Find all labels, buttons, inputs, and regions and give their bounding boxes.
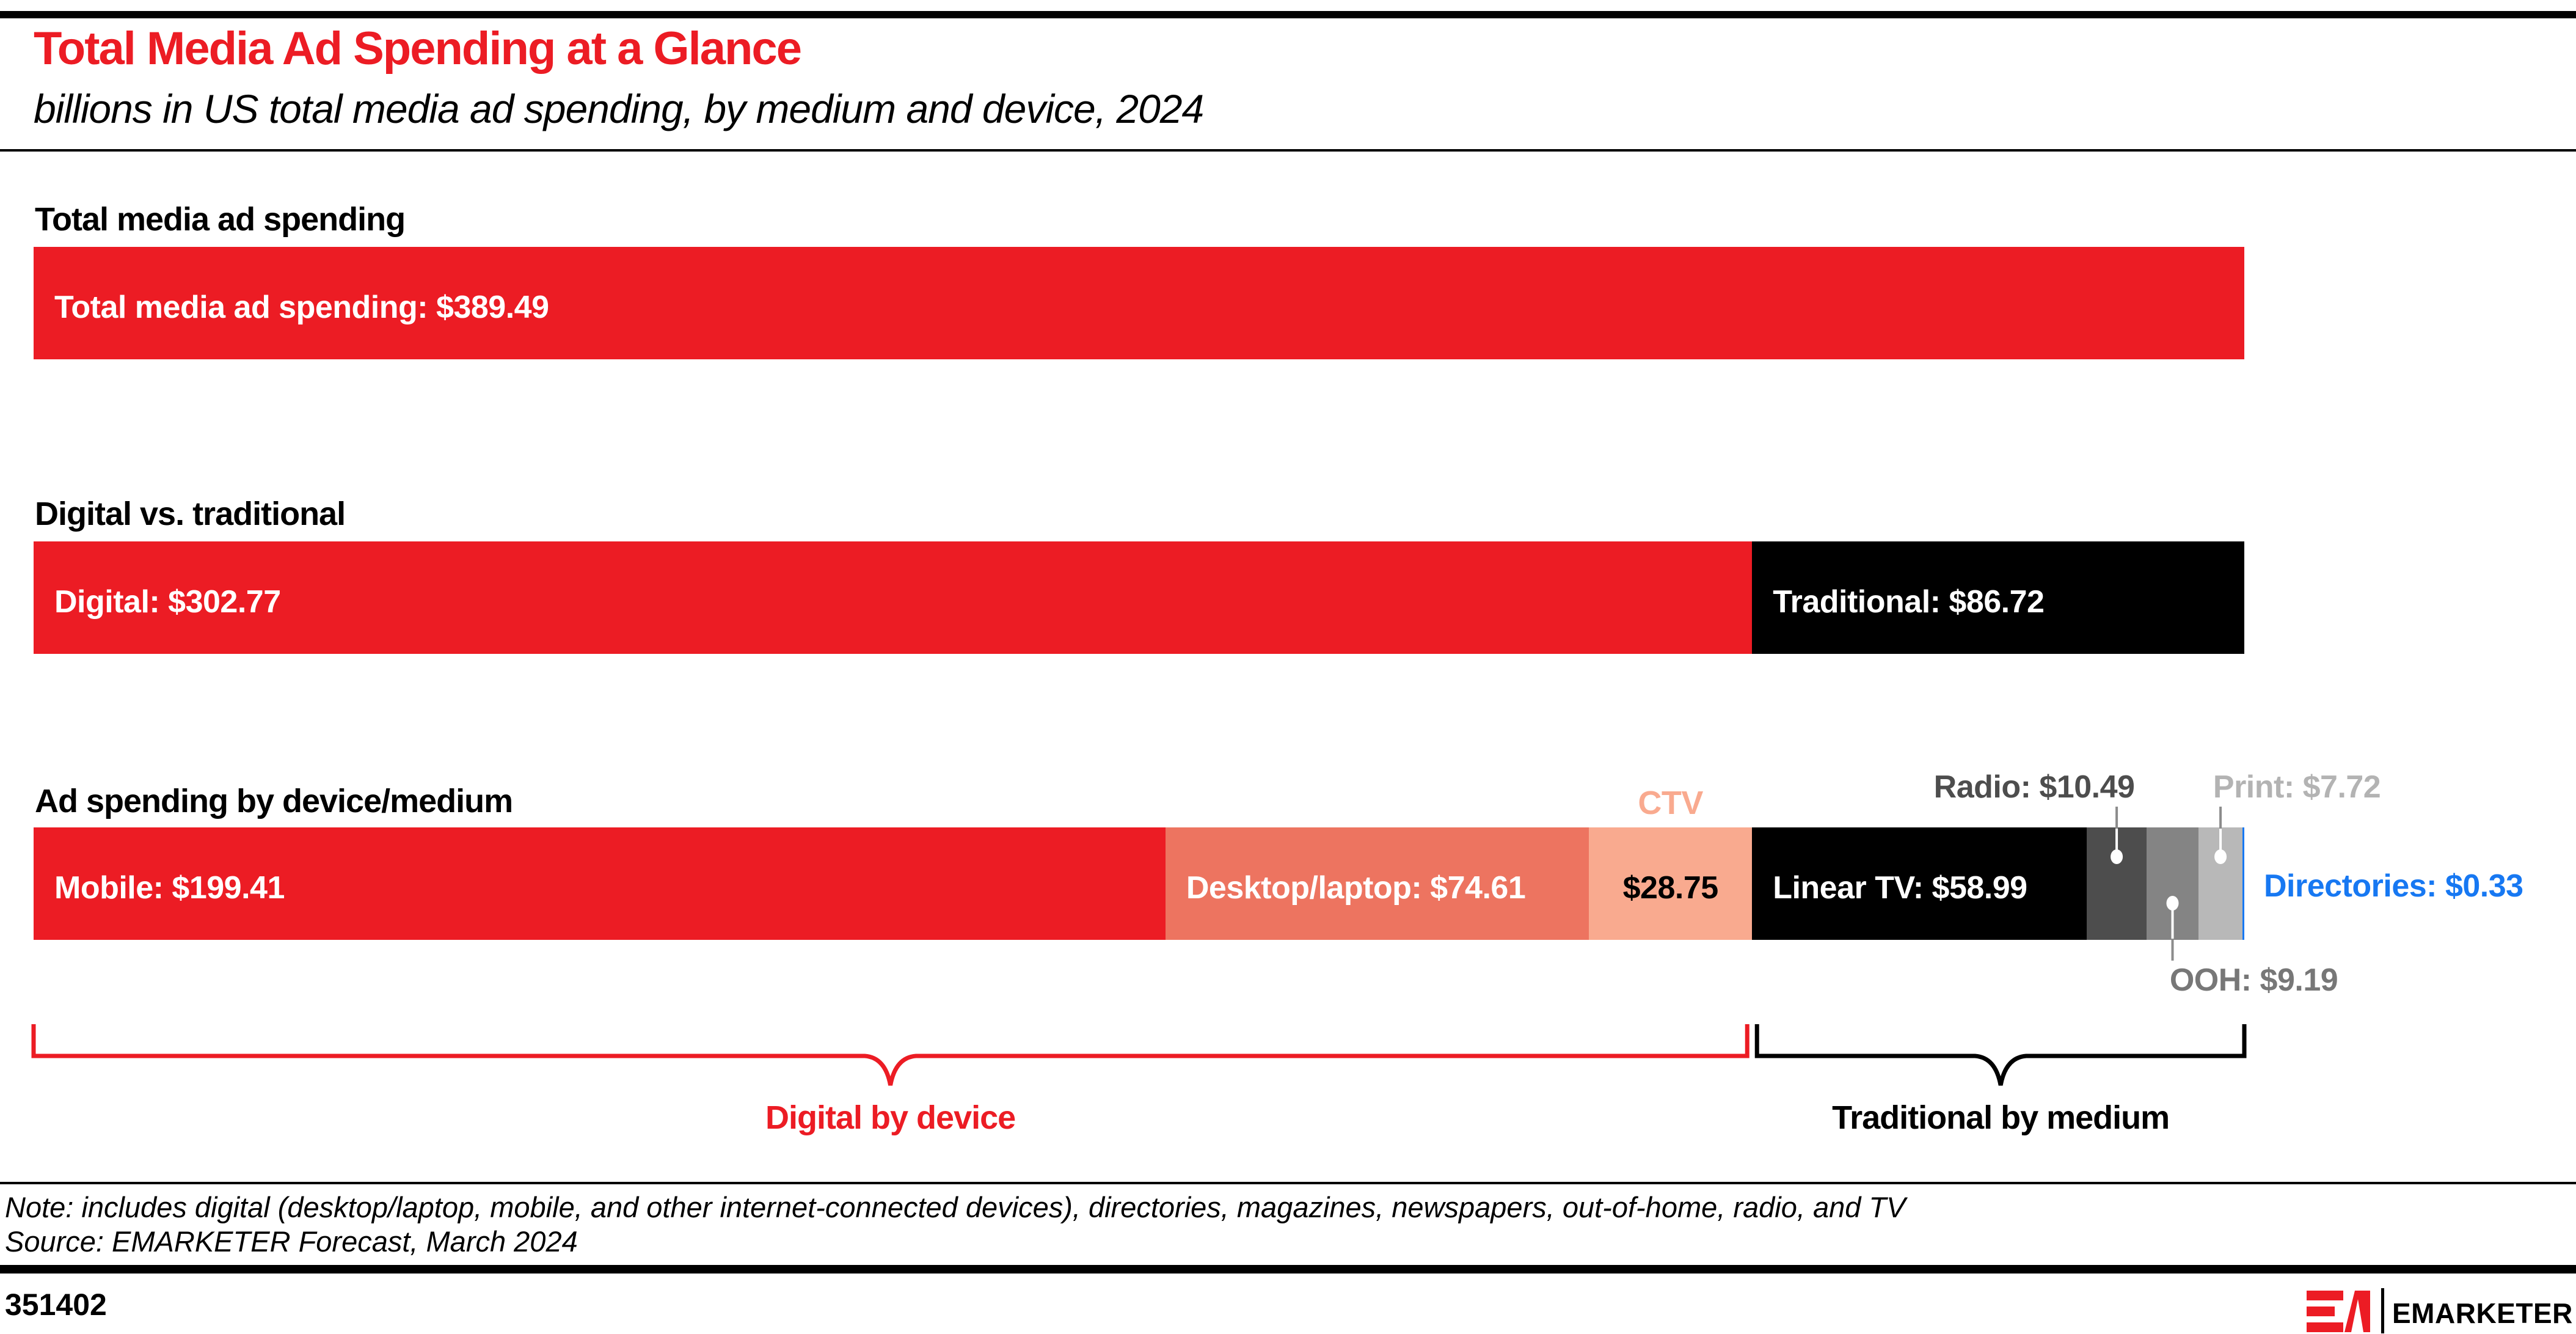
note-text: Note: includes digital (desktop/laptop, … [5, 1191, 1906, 1223]
brace-label-traditional-by-medium: Traditional by medium [1832, 1099, 2170, 1136]
bar-segment-directories [2242, 827, 2244, 940]
bar-segment-total-media-ad-spending: Total media ad spending: $389.49 [34, 247, 2244, 359]
bar-segment-digital: Digital: $302.77 [34, 541, 1753, 654]
footer-divider [0, 1265, 2576, 1274]
source-text: Source: EMARKETER Forecast, March 2024 [5, 1225, 578, 1258]
header-divider [0, 149, 2576, 152]
bar-segment-radio [2087, 827, 2147, 940]
bar-segment-ctv: $28.75 [1589, 827, 1753, 940]
bar-digital-vs-traditional: Digital: $302.77 Traditional: $86.72 [34, 541, 2244, 654]
brace-label-digital-by-device: Digital by device [765, 1099, 1016, 1136]
bar-segment-linear-tv: Linear TV: $58.99 [1752, 827, 2087, 940]
page-subtitle: billions in US total media ad spending, … [34, 86, 1204, 131]
bar-segment-value: Traditional: $86.72 [1773, 584, 2045, 620]
emarketer-monogram-icon [2307, 1291, 2370, 1332]
bar-total-media: Total media ad spending: $389.49 [34, 247, 2244, 359]
bar-segment-value: Total media ad spending: $389.49 [54, 290, 549, 325]
page-title: Total Media Ad Spending at a Glance [34, 23, 802, 75]
bar-segment-print [2198, 827, 2242, 940]
top-divider [0, 11, 2576, 18]
note-divider [0, 1182, 2576, 1184]
bar-segment-value: Digital: $302.77 [54, 584, 281, 620]
bar-segment-value: Desktop/laptop: $74.61 [1186, 870, 1526, 906]
bar-segment-ooh [2146, 827, 2199, 940]
brace-digital-by-device [31, 1024, 1750, 1086]
emarketer-wordmark: EMARKETER [2392, 1297, 2573, 1329]
bar-segment-desktop-laptop: Desktop/laptop: $74.61 [1165, 827, 1589, 940]
logo-divider [2381, 1288, 2384, 1333]
callout-label-directories: Directories: $0.33 [2264, 868, 2523, 904]
section-label-digital-traditional: Digital vs. traditional [35, 496, 346, 532]
bar-device-medium: Mobile: $199.41 Desktop/laptop: $74.61 $28… [34, 827, 2244, 940]
bar-segment-traditional: Traditional: $86.72 [1752, 541, 2244, 654]
section-label-total: Total media ad spending [35, 201, 406, 238]
section-label-device-medium: Ad spending by device/medium [35, 783, 513, 819]
bar-segment-value: Mobile: $199.41 [54, 870, 285, 906]
callout-label-ooh: OOH: $9.19 [2169, 962, 2338, 998]
brace-traditional-by-medium [1754, 1024, 2247, 1086]
bar-segment-mobile: Mobile: $199.41 [34, 827, 1166, 940]
ctv-top-label: CTV [1638, 785, 1703, 821]
chart-id: 351402 [5, 1288, 107, 1322]
bar-segment-value: $28.75 [1622, 870, 1719, 906]
callout-label-print: Print: $7.72 [2213, 769, 2381, 805]
bar-segment-value: Linear TV: $58.99 [1773, 870, 2027, 906]
callout-label-radio: Radio: $10.49 [1933, 769, 2135, 805]
